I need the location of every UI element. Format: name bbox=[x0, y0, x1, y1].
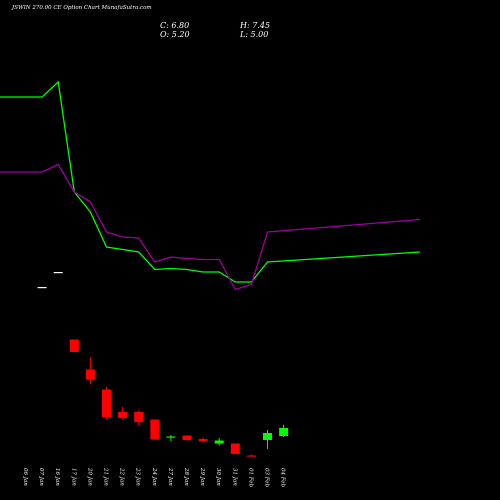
x-tick-label: 20 Jan bbox=[86, 467, 92, 486]
x-tick-label: 04 Feb bbox=[280, 468, 286, 488]
candle-body bbox=[150, 419, 160, 440]
x-tick-label: 28 Jan bbox=[183, 467, 189, 486]
candle-body bbox=[279, 428, 289, 436]
candle-body bbox=[53, 272, 63, 274]
x-tick-label: 29 Jan bbox=[199, 467, 205, 486]
series-line-2 bbox=[0, 163, 421, 291]
open-value-label: O: 5.20 bbox=[160, 30, 190, 39]
x-tick-label: 22 Jan bbox=[119, 467, 125, 486]
x-tick-label: 16 Jan bbox=[54, 468, 60, 486]
candle-body bbox=[102, 389, 111, 417]
x-tick-label: 07 Jan bbox=[38, 468, 44, 486]
candle-body bbox=[166, 436, 176, 438]
candle-body bbox=[85, 369, 95, 380]
candle-body bbox=[230, 443, 240, 454]
x-tick-label: 23 Jan bbox=[135, 467, 141, 486]
x-tick-label: 30 Jan bbox=[215, 468, 221, 486]
x-tick-label: 17 Jan bbox=[70, 468, 76, 486]
high-value-label: H: 7.45 bbox=[240, 21, 271, 30]
x-tick-label: 31 Jan bbox=[231, 468, 237, 486]
x-tick-label: 21 Jan bbox=[103, 467, 109, 486]
candle-body bbox=[182, 435, 192, 440]
series-line-1 bbox=[0, 80, 421, 283]
x-tick-label: 03 Feb bbox=[264, 468, 270, 488]
x-tick-label: 27 Jan bbox=[167, 467, 173, 486]
low-value-label: L: 5.00 bbox=[240, 30, 269, 39]
x-tick-label: 06 Jan bbox=[22, 468, 28, 486]
x-tick-label: 01 Feb bbox=[247, 468, 253, 488]
close-value-label: C: 6.80 bbox=[160, 21, 190, 30]
chart-title: JSWIN 270.00 CE Option Chart MunafaSutra… bbox=[12, 5, 152, 11]
candle-body bbox=[118, 412, 128, 418]
candle-body bbox=[246, 455, 256, 457]
candle-body bbox=[37, 287, 47, 289]
candle-body bbox=[214, 440, 224, 444]
candle-body bbox=[134, 412, 144, 422]
candle-body bbox=[263, 433, 272, 440]
x-tick-label: 24 Jan bbox=[151, 467, 157, 486]
candle-body bbox=[198, 439, 208, 441]
candle-body bbox=[69, 339, 79, 352]
